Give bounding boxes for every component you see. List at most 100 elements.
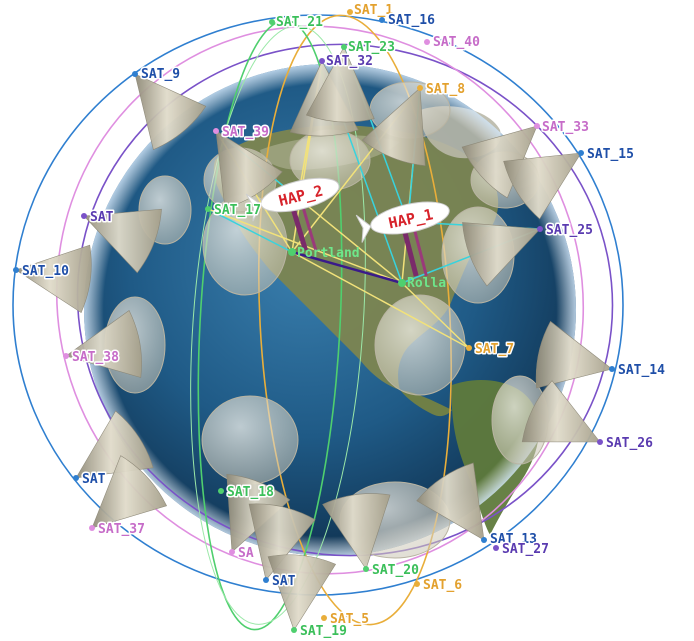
satellite-marker bbox=[63, 353, 69, 359]
satellite-label-halo: SAT_13 bbox=[490, 532, 537, 547]
satellite-label: SAT_16 bbox=[388, 13, 435, 28]
satellite-label: SAT_25 bbox=[546, 223, 593, 238]
satellite-label-halo: SAT bbox=[82, 472, 106, 487]
satellite-coverage-cone bbox=[215, 130, 283, 209]
satellite-coverage-cone bbox=[462, 222, 541, 287]
satellite-marker bbox=[347, 9, 353, 15]
rolla-label: Rolla bbox=[407, 276, 446, 291]
satellite-coverage-cone bbox=[322, 493, 391, 570]
satellite-marker bbox=[132, 71, 138, 77]
satellite-label: SAT_26 bbox=[606, 436, 653, 451]
satellite-marker bbox=[578, 150, 584, 156]
satellite-marker bbox=[321, 615, 327, 621]
satellite-label: SAT_10 bbox=[22, 264, 69, 279]
satellite-coverage-cone bbox=[503, 152, 582, 220]
satellite-label: SAT_32 bbox=[326, 54, 373, 69]
satellite-label: SAT_15 bbox=[587, 147, 634, 162]
satellite-label: SAT_33 bbox=[542, 120, 589, 135]
satellite-label: SAT_1 bbox=[354, 3, 393, 18]
satellite-label-halo: SAT_38 bbox=[72, 350, 119, 365]
satellite-label: SAT_39 bbox=[222, 125, 269, 140]
satellite-marker bbox=[417, 85, 423, 91]
satellite-label: SAT_13 bbox=[490, 532, 537, 547]
satellite-cones bbox=[15, 46, 613, 631]
satellite-marker bbox=[481, 537, 487, 543]
satellite-marker bbox=[213, 128, 219, 134]
hap-2-airship[interactable]: HAP_2 bbox=[245, 172, 353, 264]
satellite-marker bbox=[263, 577, 269, 583]
satellite-label: SAT_40 bbox=[433, 35, 480, 50]
satellite-label: SAT_17 bbox=[214, 203, 261, 218]
hap-layer: HAP_2 HAP_1 bbox=[245, 172, 461, 288]
satellite-coverage-cone bbox=[15, 244, 92, 314]
orbit-green bbox=[197, 19, 343, 631]
hap-1-airship[interactable]: HAP_1 bbox=[355, 196, 461, 288]
ground-stations: Portland Rolla bbox=[288, 246, 446, 291]
satellite-label: SAT_27 bbox=[502, 542, 549, 557]
satellite-label-halo: SAT_15 bbox=[587, 147, 634, 162]
satellite-marker bbox=[291, 627, 297, 633]
satellite-coverage-cone bbox=[416, 462, 485, 541]
satellite-marker bbox=[597, 439, 603, 445]
orbit-blue bbox=[12, 14, 624, 596]
satellite-label: SAT bbox=[272, 574, 296, 589]
satellite-marker bbox=[341, 44, 347, 50]
satellite-coverage-cone bbox=[305, 46, 375, 123]
satellite-marker bbox=[466, 345, 472, 351]
satellite-label-halo: SAT_21 bbox=[276, 15, 323, 30]
satellite-marker bbox=[363, 566, 369, 572]
satellite-label-halo: SAT_26 bbox=[606, 436, 653, 451]
satellite-marker bbox=[424, 39, 430, 45]
satellite-label-halo: SAT_37 bbox=[98, 522, 145, 537]
orbit-pink bbox=[55, 25, 585, 575]
satellite-label-halo: SAT_8 bbox=[426, 82, 465, 97]
ground-station-portland[interactable]: Portland bbox=[288, 246, 360, 261]
satellite-label-halo: SAT_20 bbox=[372, 563, 419, 578]
satellite-label-halo: SAT_25 bbox=[546, 223, 593, 238]
satellite-label-halo: SAT_10 bbox=[22, 264, 69, 279]
link-line bbox=[207, 208, 293, 253]
satellite-label: SAT bbox=[90, 210, 114, 225]
satellite-label-halo: SAT_7 bbox=[475, 342, 514, 357]
satellite-label: SAT_20 bbox=[372, 563, 419, 578]
satellite-label-halo: SA bbox=[238, 546, 254, 561]
coverage-footprint bbox=[374, 294, 466, 396]
ground-station-rolla[interactable]: Rolla bbox=[398, 276, 446, 291]
coverage-footprint bbox=[201, 395, 299, 485]
satellite-coverage-cone bbox=[248, 503, 316, 581]
satellite-label-halo: SAT_39 bbox=[222, 125, 269, 140]
satellite-marker bbox=[89, 525, 95, 531]
satellite-label: SAT_5 bbox=[330, 612, 369, 627]
